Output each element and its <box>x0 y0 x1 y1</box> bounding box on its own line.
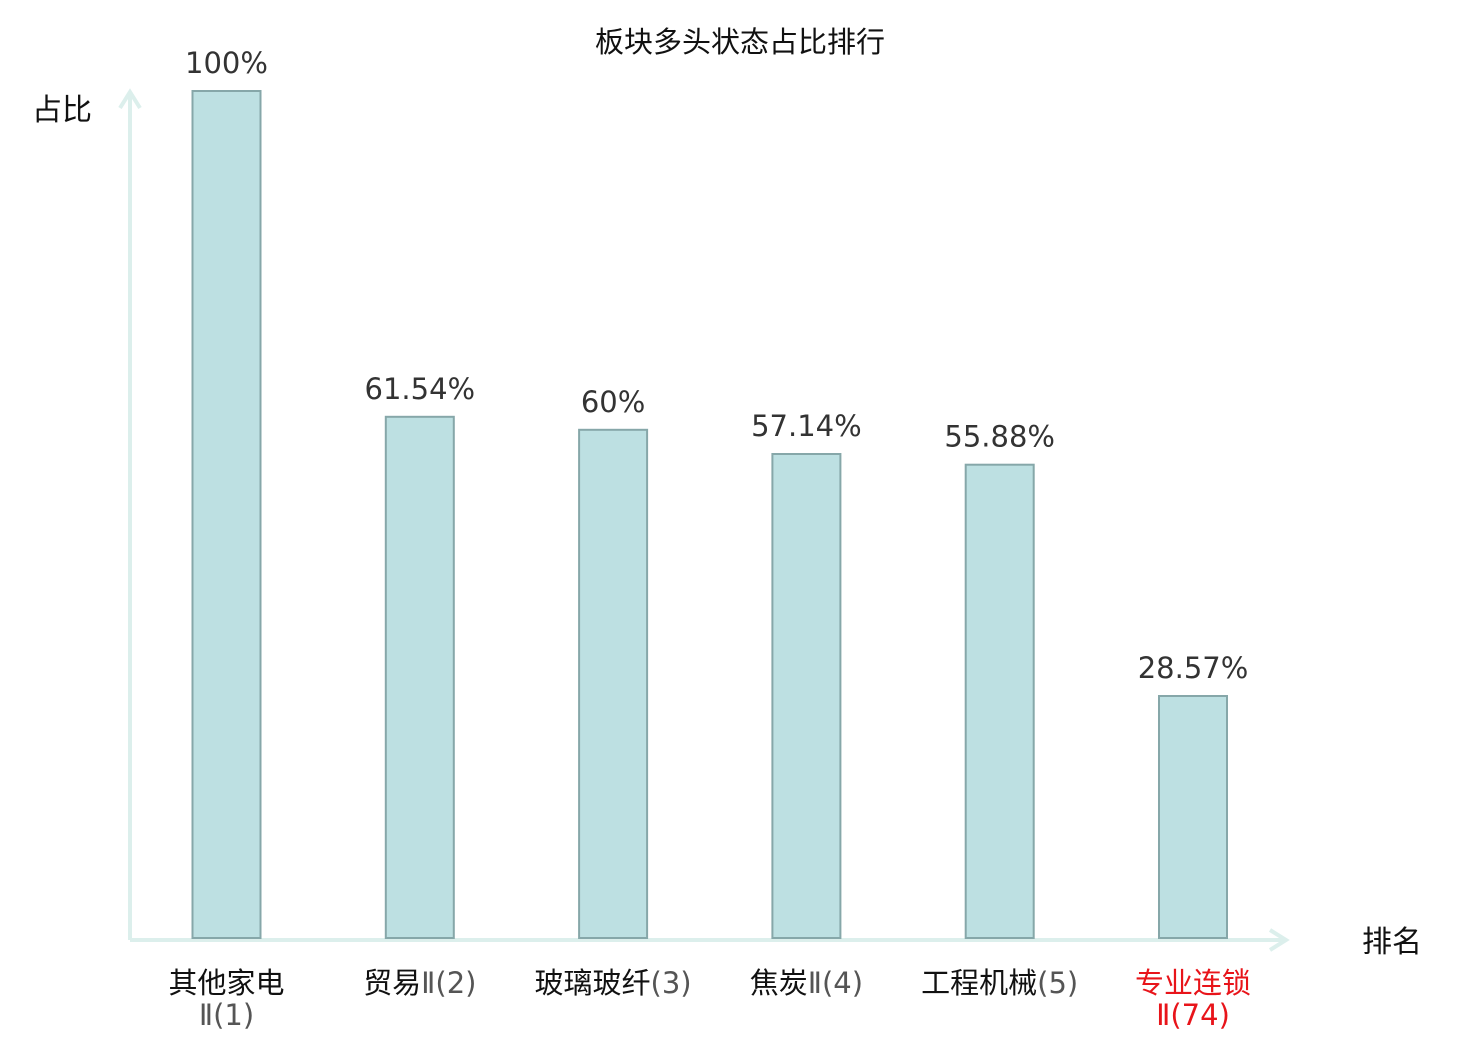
bar-3 <box>578 428 649 939</box>
x-tick-label: 玻璃玻纤(3) <box>535 966 692 1000</box>
bar-value-label: 60% <box>581 385 645 419</box>
x-tick-name: 焦炭 <box>750 966 808 1000</box>
x-tick-name: 贸易 <box>363 966 421 1000</box>
bar-value-label: 100% <box>185 46 268 80</box>
x-tick-rank: Ⅱ(74) <box>1156 998 1230 1032</box>
x-tick-name: 工程机械 <box>921 966 1037 1000</box>
bars-group <box>191 90 1228 939</box>
bar-value-label: 61.54% <box>365 372 476 406</box>
x-tick-label: 焦炭Ⅱ(4) <box>750 966 863 1000</box>
x-tick-label: 其他家电 Ⅱ(1) <box>168 966 284 1032</box>
bar-value-label: 28.57% <box>1138 651 1249 685</box>
y-axis-title: 占比 <box>32 93 92 128</box>
bar-value-label: 57.14% <box>751 409 862 443</box>
x-tick-label: 工程机械(5) <box>921 966 1078 1000</box>
bar-4 <box>771 453 842 939</box>
x-tick-label: 贸易Ⅱ(2) <box>363 966 476 1000</box>
x-tick-name: 专业连锁 <box>1135 966 1251 1000</box>
y-axis-arrow-icon <box>118 88 142 110</box>
x-axis-title: 排名 <box>1362 925 1422 960</box>
category-labels-group: 其他家电 Ⅱ(1)贸易Ⅱ(2) 玻璃玻纤(3) 焦炭Ⅱ(4) 工程机械(5) 专业连锁 Ⅱ(… <box>168 966 1251 1032</box>
x-axis-arrow-icon <box>1268 928 1290 952</box>
value-labels-group: 100% 61.54% 60% 57.14% 55.88% 28.57% <box>185 46 1248 685</box>
x-tick-rank: Ⅱ(4) <box>808 966 863 1000</box>
x-tick-rank: (5) <box>1037 966 1078 1000</box>
bar-5 <box>964 463 1035 939</box>
bar-2 <box>384 415 455 939</box>
bar-1 <box>191 90 262 939</box>
x-tick-rank: (3) <box>651 966 692 1000</box>
bar-6 <box>1158 695 1228 939</box>
x-tick-label: 专业连锁 Ⅱ(74) <box>1135 966 1251 1032</box>
x-tick-name: 其他家电 <box>168 966 284 1000</box>
x-tick-rank: Ⅱ(2) <box>421 966 476 1000</box>
x-tick-rank: Ⅱ(1) <box>199 998 254 1032</box>
x-tick-name: 玻璃玻纤 <box>535 966 651 1000</box>
chart-title: 板块多头状态占比排行 <box>595 25 885 59</box>
bar-value-label: 55.88% <box>944 420 1055 454</box>
